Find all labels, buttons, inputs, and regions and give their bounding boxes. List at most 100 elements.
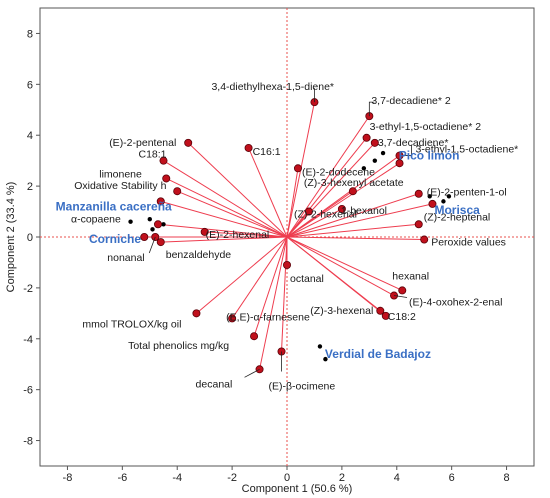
loading-label: Oxidative Stability h [74,180,166,192]
loading-point [159,156,168,165]
group-label: Pico limón [399,149,460,163]
loading-points [140,98,437,374]
loading-vector [286,236,395,296]
loading-vector [157,223,288,238]
loading-label: 3,4-diethylhexa-1,5-diene* [211,81,334,93]
loading-point [162,174,171,183]
loading-point [395,159,404,168]
loading-point [414,189,423,198]
sample-point [361,166,367,171]
sample-points [128,150,452,362]
loading-vector [286,236,403,291]
group-label: Manzanilla cacereña [56,199,172,213]
loading-point [154,220,163,229]
loading-vector [160,200,288,238]
x-axis-label: Component 1 (50.6 %) [242,483,353,495]
loading-label: decanal [196,378,233,390]
group-label: Corniche [89,232,141,246]
loading-point [362,133,371,142]
sample-point [128,219,133,224]
loading-point [304,207,313,216]
loading-point [244,143,253,152]
loading-vector [286,236,425,241]
sample-point [147,216,152,222]
loading-label: (E)-2-dodecene [302,166,375,178]
x-tick-label: -4 [172,472,182,484]
loading-vector [286,236,387,317]
loading-label: mmol TROLOX/kg oil [82,318,181,330]
y-tick-label: 2 [27,181,33,193]
loading-point [398,286,407,295]
y-tick-label: -2 [23,283,33,295]
y-tick-label: -4 [23,334,33,346]
loading-vector [286,115,370,238]
label-leaders [148,88,412,378]
sample-point [441,199,446,204]
sample-point [446,194,452,199]
group-label: Verdial de Badajoz [325,347,431,361]
x-tick-label: 8 [503,472,509,484]
loading-point [293,164,302,173]
loading-vectors [144,102,433,370]
loading-vector [187,142,288,238]
loading-label: (E)-β-ocimene [269,381,336,393]
sample-point [161,222,166,227]
loading-vector [196,236,288,314]
loading-label: Total phenolics mg/kg [128,340,229,352]
loading-point [250,332,259,341]
loading-vector [259,236,288,370]
label-leader-line [393,295,408,298]
y-axis-label: Component 2 (33.4 %) [5,182,17,293]
loading-point [428,199,437,208]
loading-point [414,220,423,229]
loading-vector [286,137,367,238]
sample-point [372,158,378,163]
y-tick-label: 0 [27,232,33,244]
x-tick-label: -8 [63,472,73,484]
loading-label: C16:1 [253,146,281,158]
loading-point [156,197,165,206]
label-leader-line [399,145,412,156]
y-tick-label: -6 [23,385,33,397]
loading-vector [286,211,310,238]
loading-label: (E)-2-hexenal [206,229,270,241]
label-leader-line [148,236,156,254]
loading-label: hexanal [392,270,429,282]
sample-point [427,194,432,199]
loading-vector [286,168,299,238]
loading-vector [166,178,288,238]
group-labels: Pico limón Manzanilla cacereña Morisca Corn… [56,149,480,361]
loading-label: nonanal [107,252,144,264]
y-tick-label: 4 [27,130,33,142]
loading-vector [286,203,433,238]
loading-point [337,205,346,214]
loading-point [200,227,209,236]
loading-point [156,238,165,247]
loading-vector [286,162,400,238]
loading-vector [160,236,288,243]
loading-vector [204,231,288,238]
x-tick-label: -6 [117,472,127,484]
loading-vector [231,236,288,319]
loading-label: (Z)-3-hexenal [310,305,373,317]
loading-point [282,260,291,269]
variable-labels: 3,4-diethylhexa-1,5-diene* 3,7-decadiene*… [71,81,518,392]
x-tick-label: 4 [394,472,400,484]
sample-point [150,227,155,232]
sample-point [323,356,328,362]
loading-label: 3,7-decadiene* 2 [371,95,451,107]
loading-label: (E)-2-pentenal [109,137,176,149]
loading-label: benzaldehyde [166,249,232,261]
loading-vector [281,236,288,352]
loading-label: Peroxide values [431,237,506,249]
loading-label: (E,E)-α-farnesene [226,311,310,323]
loading-label: 1-hexanol [341,205,387,217]
loading-label: (Z)-2-hexenal [294,209,357,221]
loading-label: C18:2 [388,311,416,323]
loading-vector [286,193,419,238]
label-leader-line [244,368,260,378]
loading-label: (Z)-2-heptenal [424,211,491,223]
loading-point [184,138,193,147]
group-label: Morisca [434,203,480,217]
